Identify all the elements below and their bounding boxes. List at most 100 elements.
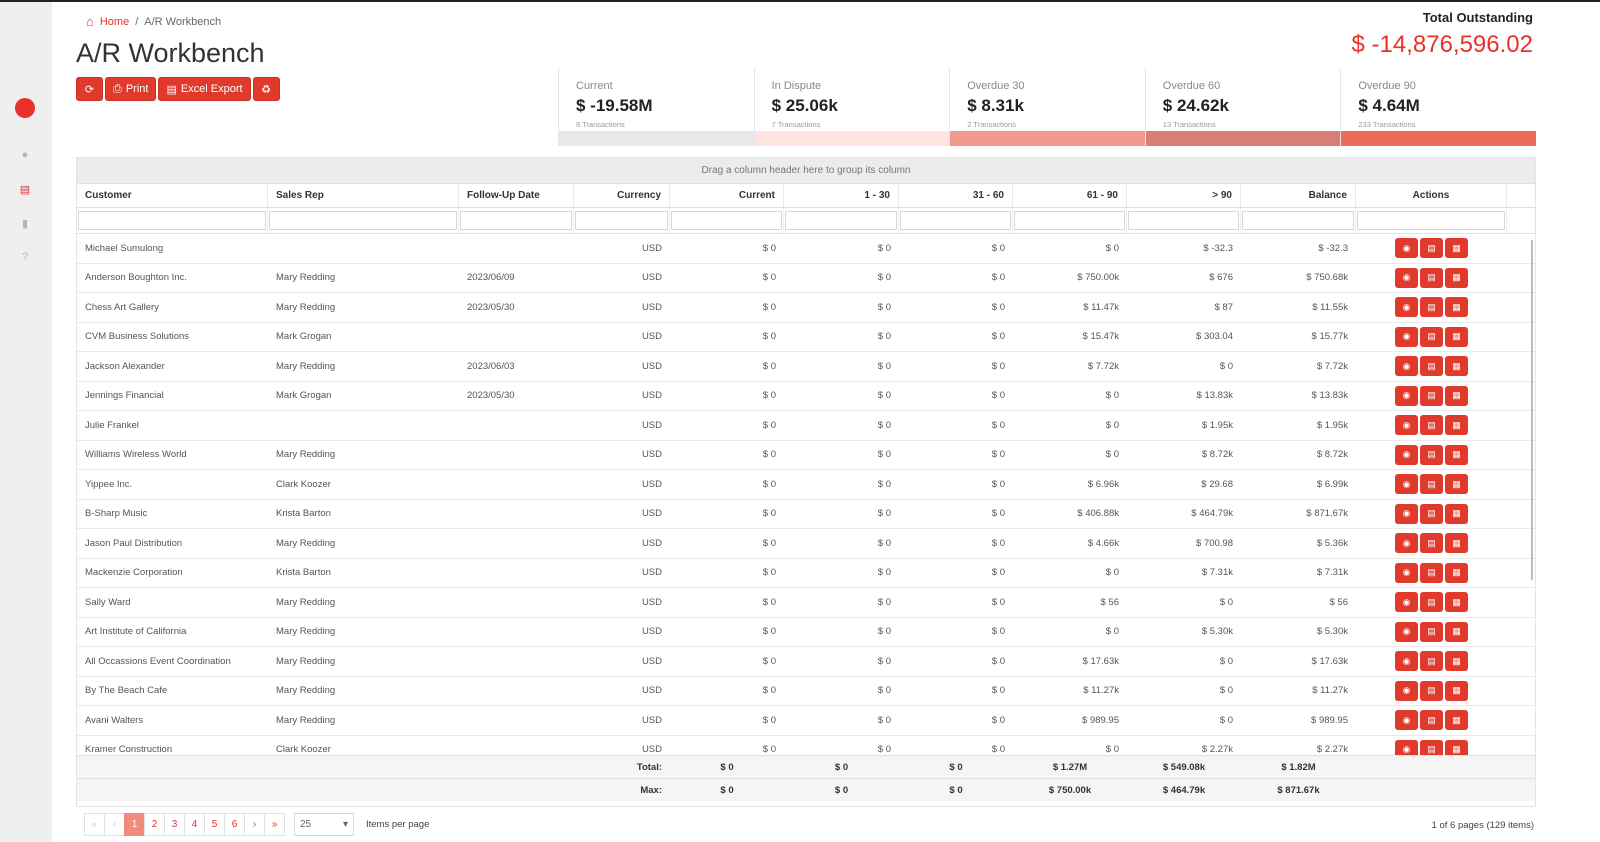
calendar-button[interactable]: ▦ [1445,710,1468,731]
details-button[interactable]: ▤ [1420,503,1443,524]
recycle-button[interactable]: ♻ [252,77,280,101]
view-button[interactable]: ◉ [1395,739,1418,755]
filter-input-customer[interactable] [78,211,266,230]
column-header-currency[interactable]: Currency [574,184,670,207]
view-button[interactable]: ◉ [1395,238,1418,259]
view-button[interactable]: ◉ [1395,297,1418,318]
calendar-button[interactable]: ▦ [1445,415,1468,436]
details-button[interactable]: ▤ [1420,710,1443,731]
group-drop-area[interactable]: Drag a column header here to group its c… [77,158,1535,184]
table-row[interactable]: Yippee Inc. Clark Koozer USD $ 0 $ 0 $ 0 $ 6.9… [77,470,1535,500]
view-button[interactable]: ◉ [1395,326,1418,347]
pager-page-2[interactable]: 2 [144,813,165,836]
view-button[interactable]: ◉ [1395,651,1418,672]
items-per-page-select[interactable]: 25 ▾ [294,813,354,836]
details-button[interactable]: ▤ [1420,415,1443,436]
details-button[interactable]: ▤ [1420,267,1443,288]
pager-page-5[interactable]: 5 [204,813,225,836]
home-icon[interactable]: ⌂ [86,14,94,29]
column-header-31-60[interactable]: 31 - 60 [899,184,1013,207]
view-button[interactable]: ◉ [1395,503,1418,524]
table-row[interactable]: Julie Frankel USD $ 0 $ 0 $ 0 $ 0 $ 1.95k $ 1.9… [77,411,1535,441]
table-row[interactable]: Sally Ward Mary Redding USD $ 0 $ 0 $ 0 $ 56 $ … [77,588,1535,618]
column-header-sales-rep[interactable]: Sales Rep [268,184,459,207]
table-row[interactable]: Chess Art Gallery Mary Redding 2023/05/30 U… [77,293,1535,323]
calendar-button[interactable]: ▦ [1445,680,1468,701]
calendar-button[interactable]: ▦ [1445,444,1468,465]
table-row[interactable]: Williams Wireless World Mary Redding USD $ … [77,441,1535,470]
table-row[interactable]: Jason Paul Distribution Mary Redding USD $ … [77,529,1535,559]
pager-first-button[interactable]: « [84,813,105,836]
details-button[interactable]: ▤ [1420,297,1443,318]
table-row[interactable]: Mackenzie Corporation Krista Barton USD $ 0… [77,559,1535,588]
column-header-balance[interactable]: Balance [1241,184,1356,207]
view-button[interactable]: ◉ [1395,385,1418,406]
column-header-1-30[interactable]: 1 - 30 [784,184,899,207]
filter-input-follow-up-date[interactable] [460,211,572,230]
table-row[interactable]: B-Sharp Music Krista Barton USD $ 0 $ 0 $ 0 $ … [77,500,1535,529]
card-overdue-90[interactable]: Overdue 90 $ 4.64M 233 Transactions [1340,68,1536,146]
view-button[interactable]: ◉ [1395,474,1418,495]
details-button[interactable]: ▤ [1420,562,1443,583]
calendar-button[interactable]: ▦ [1445,356,1468,377]
ar-workbench-icon[interactable]: ▤ [19,183,31,196]
calendar-button[interactable]: ▦ [1445,474,1468,495]
filter-input-31-60[interactable] [900,211,1011,230]
breadcrumb-home-link[interactable]: Home [99,15,130,28]
details-button[interactable]: ▤ [1420,326,1443,347]
pager-page-4[interactable]: 4 [184,813,205,836]
calendar-button[interactable]: ▦ [1445,621,1468,642]
filter-input-1-30[interactable] [785,211,897,230]
table-row[interactable]: All Occassions Event Coordination Mary Re… [77,647,1535,677]
pager-page-6[interactable]: 6 [224,813,245,836]
column-header-61-90[interactable]: 61 - 90 [1013,184,1127,207]
column-header-current[interactable]: Current [670,184,784,207]
view-button[interactable]: ◉ [1395,267,1418,288]
calendar-button[interactable]: ▦ [1445,326,1468,347]
column-header-over-90[interactable]: > 90 [1127,184,1241,207]
column-header-customer[interactable]: Customer [77,184,268,207]
pager-page-1[interactable]: 1 [124,813,145,836]
details-button[interactable]: ▤ [1420,474,1443,495]
table-row[interactable]: Michael Sumulong USD $ 0 $ 0 $ 0 $ 0 $ -32.3 $ … [77,234,1535,264]
app-logo[interactable] [15,98,35,118]
excel-export-button[interactable]: ▤ Excel Export [158,77,251,101]
view-button[interactable]: ◉ [1395,356,1418,377]
column-header-actions[interactable]: Actions [1356,184,1507,207]
calendar-button[interactable]: ▦ [1445,533,1468,554]
details-button[interactable]: ▤ [1420,592,1443,613]
details-button[interactable]: ▤ [1420,739,1443,755]
view-button[interactable]: ◉ [1395,444,1418,465]
table-row[interactable]: By The Beach Cafe Mary Redding USD $ 0 $ 0 $ … [77,677,1535,706]
filter-input-currency[interactable] [575,211,668,230]
card-in-dispute[interactable]: In Dispute $ 25.06k 7 Transactions [753,68,950,146]
view-button[interactable]: ◉ [1395,621,1418,642]
column-header-follow-up-date[interactable]: Follow-Up Date [459,184,574,207]
view-button[interactable]: ◉ [1395,592,1418,613]
filter-input-actions[interactable] [1357,211,1505,230]
view-button[interactable]: ◉ [1395,415,1418,436]
help-icon[interactable]: ? [21,251,29,263]
calendar-button[interactable]: ▦ [1445,503,1468,524]
details-button[interactable]: ▤ [1420,385,1443,406]
filter-input-balance[interactable] [1242,211,1354,230]
pager-last-button[interactable]: » [264,813,285,836]
card-current[interactable]: Current $ -19.58M 8 Transactions [558,68,754,146]
calendar-button[interactable]: ▦ [1445,651,1468,672]
details-button[interactable]: ▤ [1420,651,1443,672]
table-row[interactable]: Kramer Construction Clark Koozer USD $ 0 $ 0… [77,736,1535,755]
card-overdue-30[interactable]: Overdue 30 $ 8.31k 2 Transactions [949,68,1145,146]
calendar-button[interactable]: ▦ [1445,562,1468,583]
calendar-button[interactable]: ▦ [1445,739,1468,755]
card-overdue-60[interactable]: Overdue 60 $ 24.62k 13 Transactions [1144,68,1341,146]
calendar-button[interactable]: ▦ [1445,592,1468,613]
pager-prev-button[interactable]: ‹ [104,813,125,836]
details-button[interactable]: ▤ [1420,621,1443,642]
table-row[interactable]: Jackson Alexander Mary Redding 2023/06/03 U… [77,352,1535,382]
pager-next-button[interactable]: › [244,813,265,836]
view-button[interactable]: ◉ [1395,562,1418,583]
table-row[interactable]: Avani Walters Mary Redding USD $ 0 $ 0 $ 0 $ 9… [77,706,1535,736]
details-button[interactable]: ▤ [1420,238,1443,259]
filter-input-current[interactable] [671,211,782,230]
calendar-button[interactable]: ▦ [1445,267,1468,288]
